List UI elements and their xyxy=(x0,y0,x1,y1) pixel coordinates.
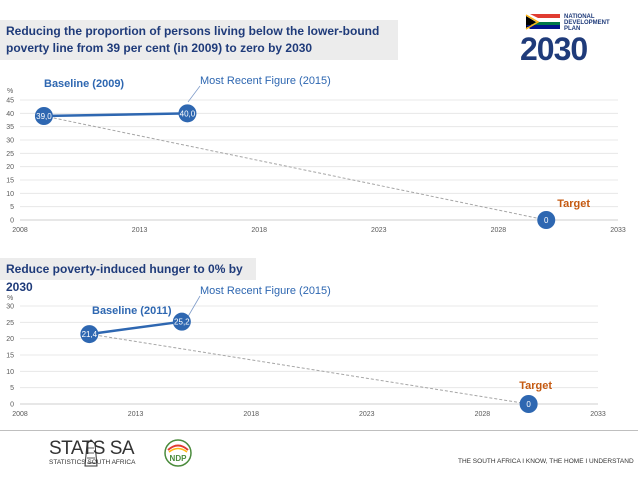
logo-year: 2030 xyxy=(520,31,588,67)
y-tick-label: 45 xyxy=(6,98,14,105)
chart1-title: Reducing the proportion of persons livin… xyxy=(6,24,380,55)
target-trend-line xyxy=(89,333,529,405)
logo-line1: NATIONAL xyxy=(564,14,595,20)
x-tick-label: 2018 xyxy=(251,227,267,234)
chart2-title-banner: Reduce poverty-induced hunger to 0% by 2… xyxy=(0,258,256,294)
stats-sa-logo-icon xyxy=(84,439,98,467)
target-point xyxy=(519,395,538,413)
baseline-annotation: Baseline (2009) xyxy=(44,78,124,90)
y-tick-label: 20 xyxy=(6,164,14,171)
y-tick-label: 10 xyxy=(6,191,14,198)
y-tick-label: 25 xyxy=(6,320,14,327)
data-label: 40,0 xyxy=(180,109,196,118)
chart2: 0 5 10 15 20 25 30 2008 2013 2018 2023 2028 2033% 21,… xyxy=(6,285,606,418)
target-annotation: Target xyxy=(519,380,552,392)
baseline-annotation: Baseline (2011) xyxy=(92,305,172,317)
target-label: 0 xyxy=(544,216,549,225)
x-tick-label: 2008 xyxy=(12,411,28,418)
x-tick-label: 2023 xyxy=(371,227,387,234)
series-line xyxy=(89,320,183,336)
target-trend-line xyxy=(43,115,547,221)
x-tick-label: 2028 xyxy=(475,411,491,418)
y-tick-label: 10 xyxy=(6,369,14,376)
x-tick-label: 2033 xyxy=(610,227,626,234)
target-point xyxy=(537,211,556,229)
y-tick-label: 35 xyxy=(6,124,14,131)
ndp-badge-text: NDP xyxy=(170,454,188,463)
y-tick-label: 0 xyxy=(10,402,14,409)
y-tick-label: 15 xyxy=(6,353,14,360)
series-line xyxy=(43,112,188,118)
x-tick-label: 2023 xyxy=(359,411,375,418)
data-label: 25,2 xyxy=(174,318,190,327)
y-tick-label: 15 xyxy=(6,178,14,185)
x-tick-label: 2013 xyxy=(132,227,148,234)
x-tick-label: 2033 xyxy=(590,411,606,418)
x-tick-label: 2008 xyxy=(12,227,28,234)
recent-connector xyxy=(187,85,201,103)
data-label: 39,0 xyxy=(36,112,52,121)
data-point xyxy=(80,325,99,344)
y-axis-label: % xyxy=(7,295,13,302)
data-label: 21,4 xyxy=(82,330,98,339)
y-tick-label: 30 xyxy=(6,304,14,311)
target-annotation: Target xyxy=(557,198,590,210)
recent-annotation: Most Recent Figure (2015) xyxy=(200,285,331,297)
x-tick-label: 2028 xyxy=(491,227,507,234)
y-tick-label: 0 xyxy=(10,218,14,225)
chart1: 0 5 10 15 20 25 30 35 40 45 2008 2013 2018 2023 2028 20… xyxy=(6,75,626,234)
flag-icon xyxy=(525,14,560,30)
y-tick-label: 25 xyxy=(6,151,14,158)
logo-line2: DEVELOPMENT xyxy=(564,20,610,26)
stats-sa-subtitle: STATISTICS SOUTH AFRICA xyxy=(49,459,136,466)
stats-sa-name: STATS SA xyxy=(49,438,135,459)
footer-tagline: THE SOUTH AFRICA I KNOW, THE HOME I UNDE… xyxy=(458,458,634,465)
x-tick-label: 2018 xyxy=(243,411,259,418)
y-tick-label: 30 xyxy=(6,138,14,145)
target-label: 0 xyxy=(526,400,531,409)
logo-line3: PLAN xyxy=(564,26,581,32)
y-tick-label: 20 xyxy=(6,336,14,343)
x-tick-label: 2013 xyxy=(128,411,144,418)
y-tick-label: 40 xyxy=(6,111,14,118)
data-point xyxy=(178,104,197,123)
recent-annotation: Most Recent Figure (2015) xyxy=(200,75,331,87)
ndp-badge-icon: NDP xyxy=(164,439,192,467)
y-axis-label: % xyxy=(7,88,13,95)
chart1-title-banner: Reducing the proportion of persons livin… xyxy=(0,20,398,60)
ndp-2030-logo xyxy=(525,14,560,30)
footer-divider xyxy=(0,430,638,431)
y-tick-label: 5 xyxy=(10,204,14,211)
y-tick-label: 5 xyxy=(10,385,14,392)
chart2-title: Reduce poverty-induced hunger to 0% by 2… xyxy=(6,262,243,294)
data-point xyxy=(34,107,53,125)
data-point xyxy=(172,312,191,331)
